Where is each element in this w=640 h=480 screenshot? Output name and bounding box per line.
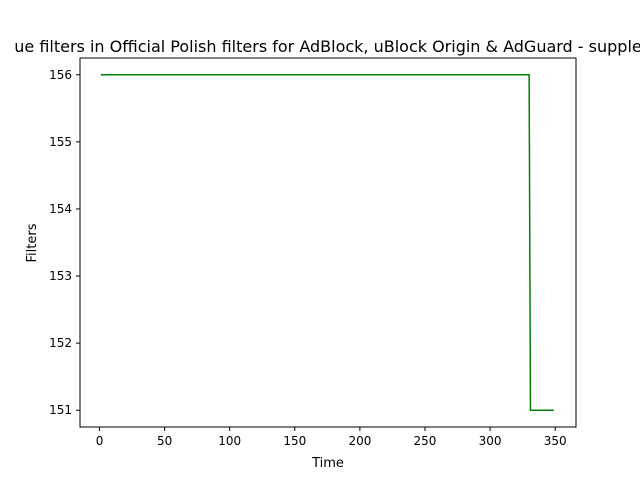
axes-frame	[79, 57, 577, 428]
y-tick-label: 152	[49, 336, 72, 350]
y-tick-label: 154	[49, 202, 72, 216]
series-group	[100, 74, 554, 411]
y-tick-label: 153	[49, 269, 72, 283]
y-tick-label: 156	[49, 68, 72, 82]
x-axis-label: Time	[311, 456, 344, 471]
axis-ticks: 0 50 100 150 200 250 300 350 151 152 153 154 155 156	[49, 68, 567, 448]
x-tick-label: 350	[544, 434, 567, 448]
x-tick-label: 300	[479, 434, 502, 448]
x-tick-label: 0	[96, 434, 104, 448]
chart-title: ue filters in Official Polish filters fo…	[14, 37, 640, 56]
x-tick-label: 100	[218, 434, 241, 448]
y-tick-label: 151	[49, 403, 72, 417]
x-tick-label: 250	[414, 434, 437, 448]
x-tick-label: 200	[348, 434, 371, 448]
y-tick-label: 155	[49, 135, 72, 149]
y-axis-label: Filters	[25, 223, 40, 262]
series-line	[100, 74, 554, 411]
x-tick-label: 50	[157, 434, 172, 448]
x-tick-label: 150	[283, 434, 306, 448]
